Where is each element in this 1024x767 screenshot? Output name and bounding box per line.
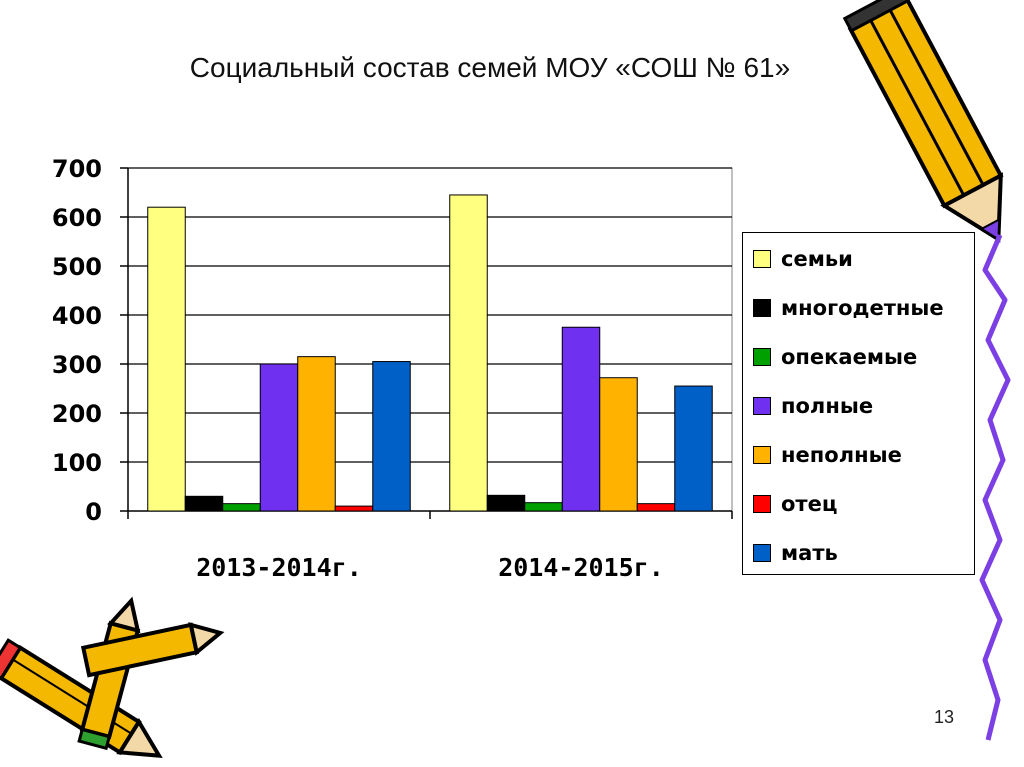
legend-item: семьи	[753, 247, 853, 271]
y-tick-label: 500	[52, 253, 102, 281]
legend-swatch	[753, 495, 771, 513]
bar-неполные	[599, 377, 638, 512]
legend-item: мать	[753, 541, 838, 565]
bar-полные	[561, 326, 601, 512]
y-tick-label: 200	[52, 400, 102, 428]
plot-area	[127, 167, 733, 512]
legend-swatch	[753, 544, 771, 562]
bar-мать	[372, 361, 411, 512]
bar-опекаемые	[524, 502, 563, 512]
legend-label: опекаемые	[781, 345, 918, 369]
bar-многодетные	[184, 495, 224, 512]
bar-полные	[259, 363, 299, 512]
legend-item: неполные	[753, 443, 902, 467]
slide-title: Социальный состав семей МОУ «СОШ № 61»	[189, 52, 791, 83]
x-category-label: 2014-2015г.	[498, 553, 664, 582]
bar-семьи	[147, 206, 186, 512]
bar-многодетные	[486, 494, 526, 512]
y-tick-label: 100	[52, 449, 102, 477]
y-tick-label: 700	[52, 155, 102, 183]
x-category-label: 2013-2014г.	[196, 553, 362, 582]
legend-label: семьи	[781, 247, 853, 271]
y-tick-label: 400	[52, 302, 102, 330]
legend-item: отец	[753, 492, 837, 516]
chart-legend: семьи многодетные опекаемые полные неполные о…	[742, 232, 975, 575]
bar-опекаемые	[222, 503, 261, 512]
legend-swatch	[753, 348, 771, 366]
legend-swatch	[753, 250, 771, 268]
legend-label: многодетные	[781, 296, 944, 320]
legend-label: мать	[781, 541, 838, 565]
legend-swatch	[753, 299, 771, 317]
y-tick-label: 0	[85, 498, 102, 526]
y-tick-label: 300	[52, 351, 102, 379]
legend-swatch	[753, 397, 771, 415]
y-tick-label: 600	[52, 204, 102, 232]
legend-label: полные	[781, 394, 874, 418]
legend-label: отец	[781, 492, 838, 516]
bar-семьи	[449, 194, 488, 512]
page-number: 13	[934, 707, 955, 727]
legend-swatch	[753, 446, 771, 464]
legend-item: опекаемые	[753, 345, 917, 369]
legend-item: полные	[753, 394, 873, 418]
bar-неполные	[297, 356, 336, 512]
bar-отец	[636, 503, 676, 512]
legend-item: многодетные	[753, 296, 944, 320]
bar-отец	[334, 505, 374, 512]
bar-мать	[674, 385, 713, 512]
legend-label: неполные	[781, 443, 902, 467]
